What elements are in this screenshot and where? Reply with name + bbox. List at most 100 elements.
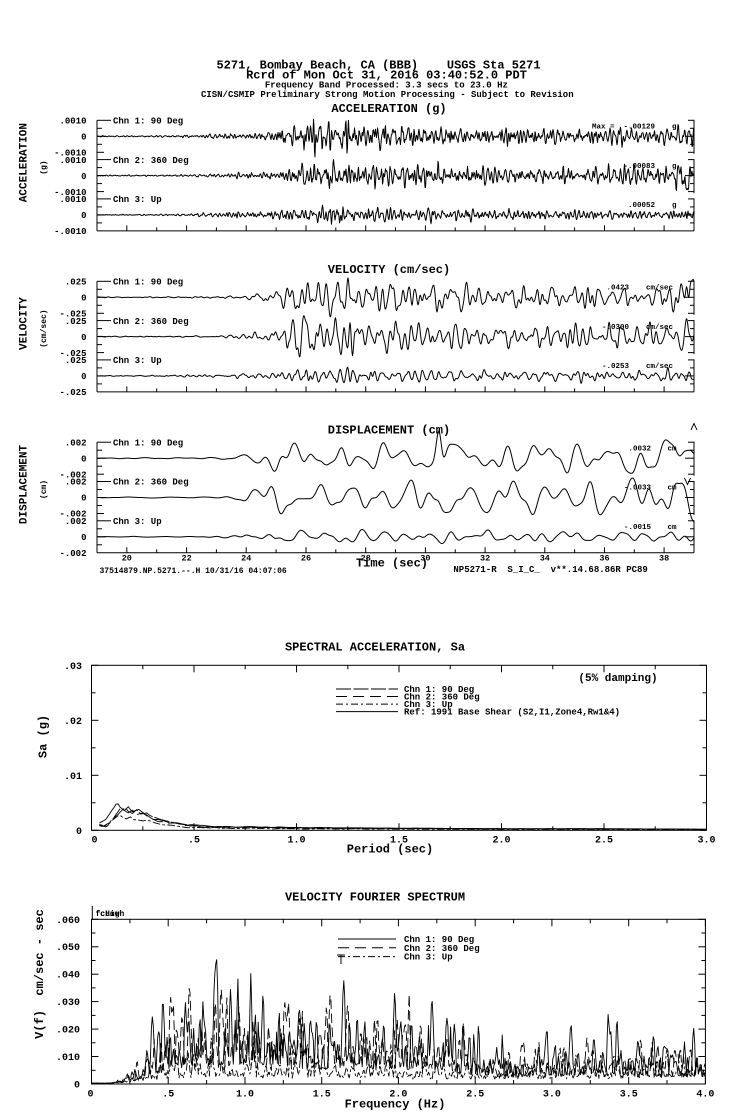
- svg-text:.00052: .00052: [628, 202, 656, 210]
- svg-text:Chn 1: 90 Deg: Chn 1: 90 Deg: [113, 117, 183, 127]
- svg-text:.0032: .0032: [628, 445, 651, 453]
- svg-text:37514879.NP.5271.--.H 10/31/16: 37514879.NP.5271.--.H 10/31/16 04:07:06: [100, 567, 287, 576]
- svg-text:Chn 2: 360 Deg: Chn 2: 360 Deg: [113, 317, 189, 327]
- svg-text:0: 0: [81, 211, 86, 221]
- svg-text:-.0010: -.0010: [54, 227, 86, 237]
- svg-text:20: 20: [122, 553, 132, 563]
- svg-text:g: g: [672, 202, 677, 210]
- svg-text:(5% damping): (5% damping): [578, 673, 657, 685]
- svg-text:.0010: .0010: [59, 117, 86, 127]
- svg-text:0: 0: [81, 294, 86, 304]
- svg-text:Chn 1: 90 Deg: Chn 1: 90 Deg: [404, 685, 474, 695]
- svg-text:.002: .002: [65, 438, 87, 448]
- svg-text:Chn 3: Up: Chn 3: Up: [113, 356, 162, 366]
- svg-text:cm/sec: cm/sec: [646, 324, 674, 332]
- svg-text:24: 24: [241, 553, 251, 563]
- svg-text:(cm): (cm): [40, 480, 49, 499]
- svg-text:Chn 3: Up: Chn 3: Up: [404, 700, 453, 710]
- svg-text:3.0: 3.0: [697, 835, 715, 846]
- svg-text:4.0: 4.0: [696, 1089, 714, 1100]
- svg-text:cm/sec: cm/sec: [646, 285, 674, 293]
- svg-text:-.002: -.002: [59, 470, 86, 480]
- svg-text:-.0300: -.0300: [602, 324, 630, 332]
- svg-text:.02: .02: [64, 717, 82, 728]
- svg-text:-.025: -.025: [59, 310, 86, 320]
- svg-text:Ref: 1991 Base Shear (S2,I1,Zo: Ref: 1991 Base Shear (S2,I1,Zone4,Rw1&4): [404, 708, 620, 718]
- svg-text:2.5: 2.5: [595, 835, 613, 846]
- svg-text:Chn 3: Up: Chn 3: Up: [113, 195, 162, 205]
- svg-text:3.5: 3.5: [620, 1089, 638, 1100]
- svg-text:Frequency Band Processed: 3.3: Frequency Band Processed: 3.3 secs to 23…: [265, 81, 508, 91]
- svg-text:DISPLACEMENT (cm): DISPLACEMENT (cm): [328, 424, 450, 438]
- svg-text:NP5271-R S_I_C_ v**.14.68.86: NP5271-R S_I_C_ v**.14.68.86R PC89: [453, 565, 647, 575]
- svg-text:cm: cm: [667, 524, 677, 532]
- svg-text:32: 32: [480, 553, 490, 563]
- svg-text:-.025: -.025: [59, 388, 86, 398]
- svg-text:cm: cm: [667, 485, 677, 493]
- svg-text:Chn 2: 360 Deg: Chn 2: 360 Deg: [404, 693, 480, 703]
- svg-text:0: 0: [81, 333, 86, 343]
- svg-text:Chn 1: 90 Deg: Chn 1: 90 Deg: [113, 438, 183, 448]
- svg-text:Chn 2: 360 Deg: Chn 2: 360 Deg: [404, 944, 480, 954]
- svg-text:.025: .025: [65, 356, 87, 366]
- svg-text:g: g: [672, 163, 677, 171]
- svg-text:.002: .002: [65, 517, 87, 527]
- svg-text:-.0010: -.0010: [54, 188, 86, 198]
- svg-text:cm: cm: [667, 445, 677, 453]
- svg-text:.01: .01: [64, 772, 82, 783]
- svg-text:26: 26: [301, 553, 311, 563]
- svg-text:38: 38: [659, 553, 669, 563]
- svg-text:1.5: 1.5: [390, 835, 408, 846]
- svg-text:Time (sec): Time (sec): [356, 557, 428, 571]
- svg-text:0: 0: [81, 172, 86, 182]
- svg-text:0: 0: [91, 835, 97, 846]
- svg-text:fcLow: fcLow: [96, 910, 120, 919]
- svg-text:-.0010: -.0010: [54, 149, 86, 159]
- svg-text:Rcrd of Mon Oct 31, 2016 03:40: Rcrd of Mon Oct 31, 2016 03:40:52.0 PDT: [246, 69, 527, 83]
- svg-text:-.002: -.002: [59, 510, 86, 520]
- svg-text:.025: .025: [65, 278, 87, 288]
- svg-text:0: 0: [81, 133, 86, 143]
- svg-text:Max = -.00129: Max = -.00129: [592, 124, 656, 132]
- svg-text:.5: .5: [162, 1089, 174, 1100]
- svg-text:28: 28: [361, 553, 371, 563]
- svg-text:Chn 3: Up: Chn 3: Up: [404, 953, 453, 963]
- svg-text:2.0: 2.0: [492, 835, 510, 846]
- svg-text:-.0015: -.0015: [624, 524, 652, 532]
- svg-text:Chn 3: Up: Chn 3: Up: [113, 517, 162, 527]
- svg-text:V(f) cm/sec - sec: V(f) cm/sec - sec: [33, 909, 47, 1039]
- svg-text:-.002: -.002: [59, 549, 86, 559]
- svg-text:.020: .020: [56, 1026, 80, 1037]
- svg-text:.025: .025: [65, 317, 87, 327]
- svg-text:.03: .03: [64, 662, 82, 673]
- svg-text:Chn 1: 90 Deg: Chn 1: 90 Deg: [404, 935, 474, 945]
- svg-text:Period (sec): Period (sec): [347, 843, 433, 857]
- svg-text:30: 30: [420, 553, 430, 563]
- svg-text:0: 0: [81, 494, 86, 504]
- svg-text:(g): (g): [40, 160, 49, 174]
- svg-text:ACCELERATION (g): ACCELERATION (g): [331, 102, 446, 116]
- svg-text:-.00083: -.00083: [623, 163, 655, 171]
- svg-text:0: 0: [87, 1089, 93, 1100]
- svg-text:3.0: 3.0: [543, 1089, 561, 1100]
- svg-text:CISN/CSMIP Preliminary Strong: CISN/CSMIP Preliminary Strong Motion Pro…: [201, 90, 574, 100]
- svg-text:0: 0: [74, 1081, 80, 1092]
- svg-text:DISPLACEMENT: DISPLACEMENT: [19, 444, 31, 524]
- svg-text:VELOCITY FOURIER SPECTRUM: VELOCITY FOURIER SPECTRUM: [285, 891, 465, 905]
- svg-text:0: 0: [81, 454, 86, 464]
- svg-text:22: 22: [181, 553, 191, 563]
- svg-text:-.0253: -.0253: [602, 363, 630, 371]
- svg-text:.040: .040: [56, 971, 80, 982]
- svg-text:0: 0: [81, 533, 86, 543]
- svg-text:.060: .060: [56, 916, 80, 927]
- svg-text:cm/sec: cm/sec: [646, 363, 674, 371]
- svg-text:1.0: 1.0: [236, 1089, 254, 1100]
- svg-text:-.0033: -.0033: [624, 485, 652, 493]
- svg-text:VELOCITY: VELOCITY: [19, 297, 31, 350]
- svg-text:(cm/sec): (cm/sec): [40, 309, 49, 347]
- svg-text:SPECTRAL ACCELERATION, Sa: SPECTRAL ACCELERATION, Sa: [285, 641, 465, 655]
- svg-text:.0010: .0010: [59, 195, 86, 205]
- svg-text:2.0: 2.0: [389, 1089, 407, 1100]
- svg-text:g: g: [672, 124, 677, 132]
- svg-text:Frequency (Hz): Frequency (Hz): [345, 1098, 446, 1112]
